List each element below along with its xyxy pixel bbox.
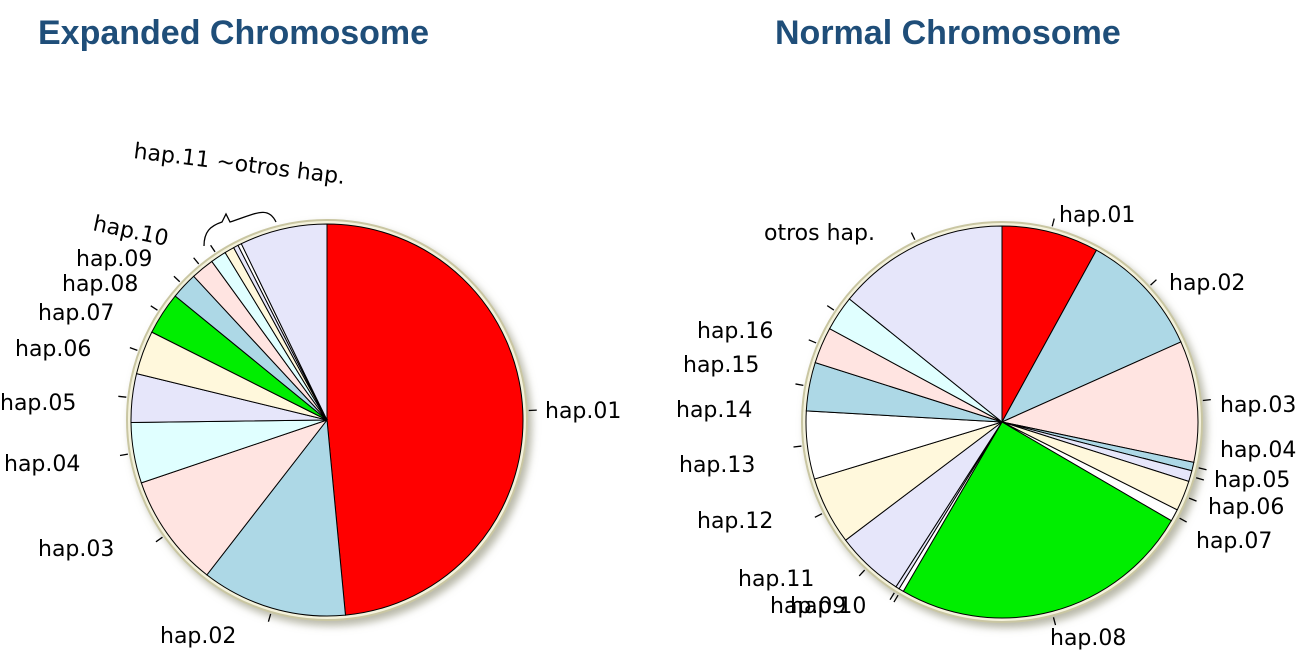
pie-slice-hap-02 xyxy=(1000,249,1182,424)
pie-tick-hap-07 xyxy=(150,305,158,311)
pie-tick-hap-08 xyxy=(173,275,181,283)
pie-slice-hap-02 xyxy=(206,418,346,617)
pie-tick-hap-11 xyxy=(858,569,866,577)
pie-label-otros-hap-: otros hap. xyxy=(764,221,875,246)
pie-label-hap-13: hap.13 xyxy=(679,453,755,478)
pie-label-hap-10: hap.10 xyxy=(91,211,171,251)
pie-slice-hap-01 xyxy=(1001,225,1098,423)
pie-label-hap-03: hap.03 xyxy=(1220,393,1296,418)
annotation-otros-label: hap.11 ~otros hap. xyxy=(132,139,346,190)
pie-label-hap-04: hap.04 xyxy=(1220,438,1296,463)
pie-label-hap-11: hap.11 xyxy=(738,567,814,592)
pie-tick-hap-02 xyxy=(1150,279,1157,286)
pie-tick-hap-07 xyxy=(1179,517,1187,523)
pie-label-hap-07: hap.07 xyxy=(1196,529,1272,554)
pie-label-hap-09: hap.09 xyxy=(770,594,846,619)
pie-slice-hap-01 xyxy=(326,223,524,616)
pie-label-hap-02: hap.02 xyxy=(1169,271,1245,296)
pie-label-hap-15: hap.15 xyxy=(683,353,759,378)
pie-tick-hap-05 xyxy=(118,395,127,398)
pie-tick-hap-04 xyxy=(1198,467,1207,471)
chart-title-normal: Normal Chromosome xyxy=(775,14,1121,52)
pie-tick-hap-03 xyxy=(155,536,163,543)
pie-label-hap-01: hap.01 xyxy=(545,399,621,424)
pie-tick-hap-15 xyxy=(808,339,817,344)
pie-tick-otros-hap- xyxy=(910,232,916,241)
pie-label-hap-08: hap.08 xyxy=(62,272,138,297)
pie-tick-hap-03 xyxy=(1202,398,1211,402)
pie-tick-hap-10 xyxy=(210,244,216,253)
pie-tick-hap-01 xyxy=(1051,218,1055,227)
pie-slice-otros-hap- xyxy=(240,223,328,421)
chart-title-expanded: Expanded Chromosome xyxy=(38,14,430,52)
pie-tick-hap-08 xyxy=(1052,617,1057,626)
pie-label-hap-02: hap.02 xyxy=(160,624,236,649)
pie-tick-hap-06 xyxy=(1188,497,1197,502)
pie-slice-hap-08 xyxy=(902,421,1173,619)
pie-tick-hap-09 xyxy=(193,257,200,265)
pie-tick-hap-12 xyxy=(814,513,823,518)
pie-expanded-chromosome: hap.01 hap.02 hap.03 hap.04 hap.05 hap.06 hap.… xyxy=(0,211,621,649)
pie-label-hap-04: hap.04 xyxy=(4,452,80,477)
pie-label-hap-05: hap.05 xyxy=(0,391,76,416)
pie-label-hap-16: hap.16 xyxy=(697,319,773,344)
pie-tick-hap-06 xyxy=(129,347,138,351)
pie-tick-hap-05 xyxy=(1195,477,1205,481)
pie-label-hap-14: hap.14 xyxy=(676,398,752,423)
pie-label-hap-08: hap.08 xyxy=(1050,626,1126,651)
pie-label-hap-01: hap.01 xyxy=(1059,203,1135,228)
annotation-brace xyxy=(203,211,277,247)
pie-tick-hap-16 xyxy=(826,305,835,311)
pie-tick-hap-09 xyxy=(893,594,899,603)
pie-tick-hap-10 xyxy=(889,592,895,601)
pie-tick-hap-04 xyxy=(119,453,129,457)
pie-label-hap-06: hap.06 xyxy=(15,337,91,362)
pie-tick-hap-13 xyxy=(793,445,802,448)
pie-label-hap-07: hap.07 xyxy=(38,301,114,326)
pie-tick-hap-14 xyxy=(795,383,804,387)
pie-slice-hap-03 xyxy=(140,418,329,576)
pie-slice-otros-hap- xyxy=(848,225,1003,424)
pie-label-hap-03: hap.03 xyxy=(38,537,114,562)
pie-label-hap-10: hap.10 xyxy=(790,594,866,619)
pie-tick-hap-02 xyxy=(267,613,272,622)
pie-label-hap-05: hap.05 xyxy=(1214,468,1290,493)
pie-label-hap-06: hap.06 xyxy=(1208,495,1284,520)
pie-label-hap-12: hap.12 xyxy=(697,509,773,534)
pie-label-hap-09: hap.09 xyxy=(76,247,152,272)
